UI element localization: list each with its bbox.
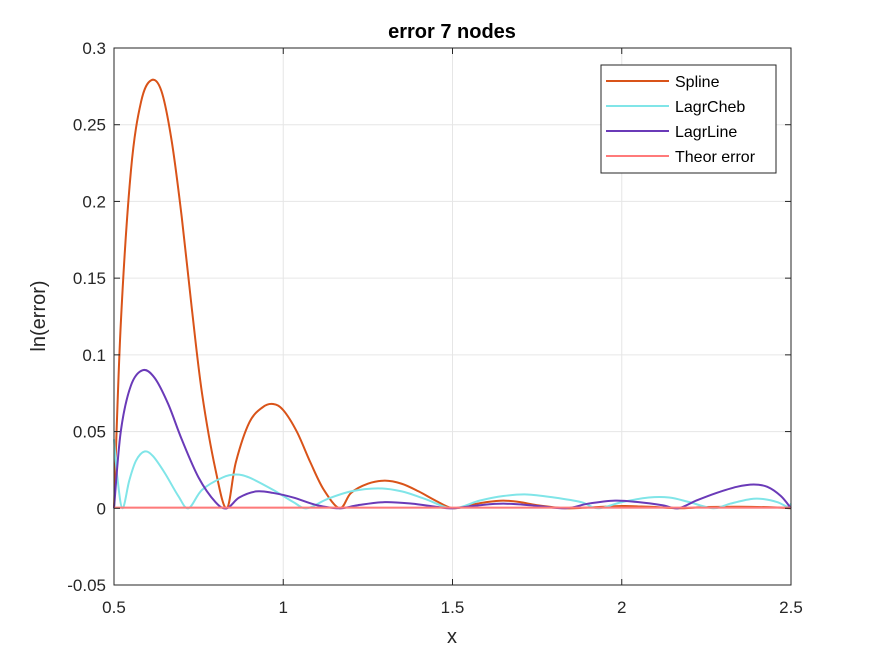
x-axis-ticks: 0.5 1 1.5 2 2.5 <box>102 48 803 617</box>
series-layer <box>113 78 792 510</box>
series-line-lagrline <box>113 368 792 510</box>
y-tick-label: 0.2 <box>82 192 106 211</box>
y-tick-label: 0.15 <box>73 269 106 288</box>
x-tick-label: 2 <box>617 598 626 617</box>
chart-title: error 7 nodes <box>388 21 516 43</box>
y-tick-label: -0.05 <box>67 576 106 595</box>
y-tick-label: 0.1 <box>82 346 106 365</box>
series-line-lagrcheb <box>113 439 792 510</box>
y-axis-label: ln(error) <box>28 280 50 351</box>
x-tick-label: 1 <box>279 598 288 617</box>
x-axis-label: x <box>447 626 457 648</box>
legend-label-theor-error: Theor error <box>675 149 756 166</box>
x-tick-label: 1.5 <box>441 598 465 617</box>
legend-label-lagrline: LagrLine <box>675 124 737 141</box>
legend: Spline LagrCheb LagrLine Theor error <box>600 64 777 174</box>
y-axis-ticks: -0.05 0 0.05 0.1 0.15 0.2 0.25 0.3 <box>67 39 791 595</box>
y-tick-label: 0.3 <box>82 39 106 58</box>
legend-label-spline: Spline <box>675 74 720 91</box>
x-tick-label: 2.5 <box>779 598 803 617</box>
legend-label-lagrcheb: LagrCheb <box>675 99 745 116</box>
y-tick-label: 0.05 <box>73 423 106 442</box>
y-tick-label: 0 <box>97 499 106 518</box>
y-tick-label: 0.25 <box>73 116 106 135</box>
x-tick-label: 0.5 <box>102 598 126 617</box>
